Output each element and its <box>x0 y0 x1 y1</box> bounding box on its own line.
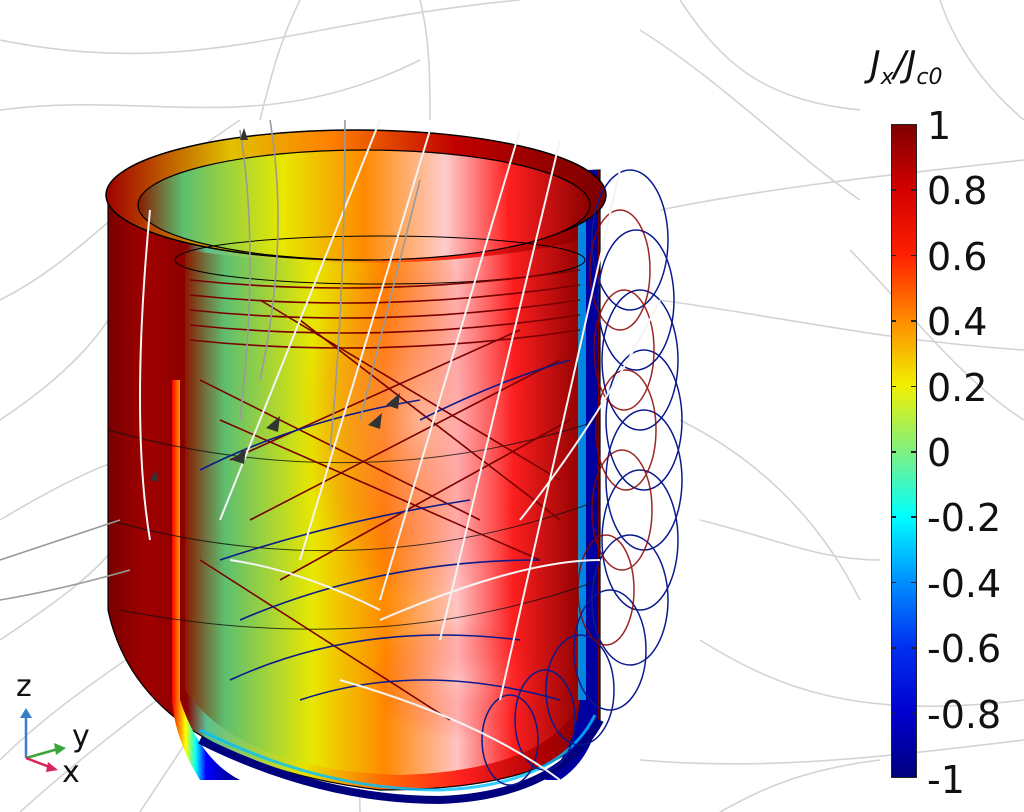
colorbar-tick-mark <box>891 385 896 388</box>
coil-loops <box>481 169 683 786</box>
colorbar-tick-mark <box>891 647 896 649</box>
colorbar-tick-mark <box>911 712 916 715</box>
cup-body <box>107 169 604 805</box>
colorbar-tick-mark <box>891 189 896 191</box>
streamline-arrows <box>150 128 400 482</box>
colorbar-tick-mark <box>891 451 896 453</box>
colorbar-title-j: J <box>870 44 881 85</box>
colorbar-tick-mark <box>911 385 916 388</box>
colorbar-tick-label: 0.8 <box>927 169 988 214</box>
colorbar-tick-label: 0.2 <box>927 365 988 410</box>
colorbar-tick-label: -0.2 <box>927 496 1002 541</box>
colorbar-title-sub-x: x <box>880 65 894 90</box>
axis-label-z: z <box>16 669 32 704</box>
colorbar-tick-mark <box>891 581 896 584</box>
colorbar-title-j2: J <box>905 44 917 85</box>
axis-label-y: y <box>72 719 90 754</box>
colorbar-tick-label: 0.4 <box>927 300 988 345</box>
colorbar-tick-label: -1 <box>927 758 965 802</box>
colorbar-tick-mark <box>891 516 896 518</box>
colorbar-tick-mark <box>911 451 916 453</box>
colorbar-title-slash: / <box>893 44 906 85</box>
colorbar-tick-label: -0.6 <box>927 627 1002 672</box>
colorbar-tick-label: 1 <box>927 104 952 148</box>
colorbar-title: Jx/Jc0 <box>870 44 943 90</box>
colorbar-tick-label: 0 <box>927 431 952 475</box>
colorbar-tick-mark <box>911 320 916 322</box>
colorbar-tick-mark <box>911 647 916 649</box>
colorbar-tick-mark <box>911 254 916 257</box>
cup-rim <box>105 129 607 285</box>
colorbar-tick-mark <box>891 320 896 322</box>
colorbar-title-sub-c0: c0 <box>916 65 943 90</box>
axis-label-x: x <box>62 755 80 790</box>
colorbar-tick-label: -0.4 <box>927 561 1002 606</box>
colorbar-tick-mark <box>891 254 896 257</box>
field-streamlines-front <box>139 119 661 781</box>
colorbar-tick-mark <box>911 189 916 191</box>
colorbar-tick-mark <box>891 712 896 715</box>
colorbar-tick-mark <box>911 581 916 584</box>
colorbar-tick-label: -0.8 <box>927 692 1002 737</box>
field-streamlines-gray <box>0 119 421 601</box>
axis-triad <box>20 708 66 772</box>
colorbar-tick-mark <box>911 516 916 518</box>
current-streamlines-positive <box>189 269 581 721</box>
colorbar-tick-label: 0.6 <box>927 234 988 279</box>
